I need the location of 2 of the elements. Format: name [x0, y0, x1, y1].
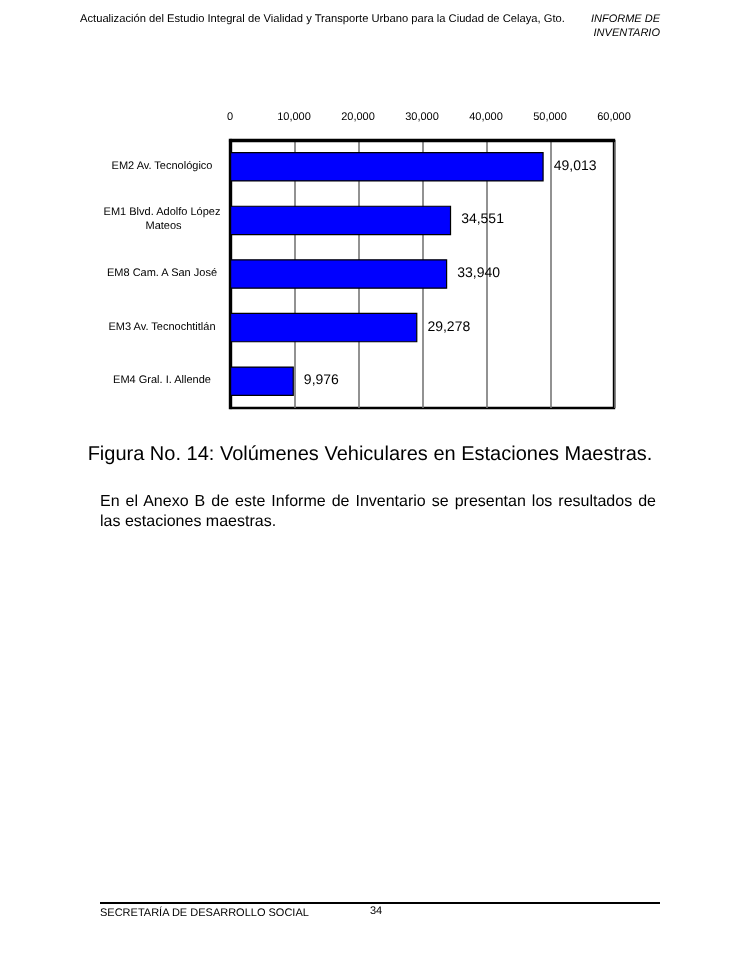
text: Figura No. 14: Volúmenes Vehiculares en Estaciones Maestras. [85, 444, 655, 466]
text: En el Anexo B de este Informe de Inventario se presentan los resultados de las estaciones maestras. [100, 492, 656, 531]
